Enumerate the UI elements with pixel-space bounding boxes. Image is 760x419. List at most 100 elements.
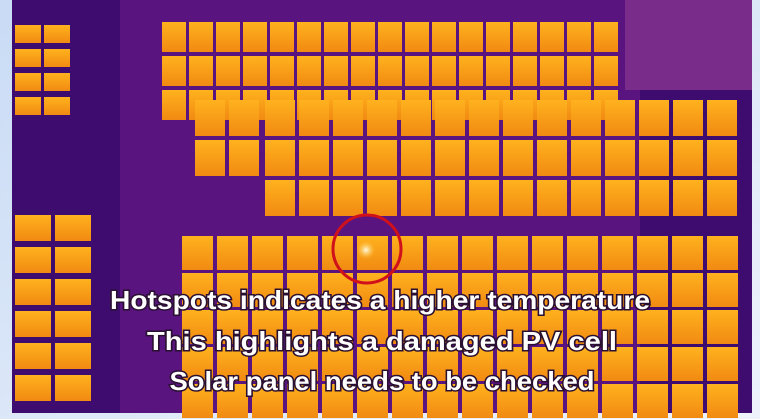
solar-panel — [602, 236, 633, 270]
solar-panel — [229, 100, 259, 136]
solar-panel — [571, 100, 601, 136]
solar-panel — [673, 180, 703, 216]
solar-panel — [594, 56, 618, 86]
solar-panel — [195, 140, 225, 176]
solar-panel — [270, 22, 294, 52]
solar-panel — [537, 100, 567, 136]
solar-panel — [162, 56, 186, 86]
solar-panel — [297, 56, 321, 86]
solar-panel — [44, 97, 70, 115]
solar-panel — [216, 56, 240, 86]
solar-panel — [639, 180, 669, 216]
solar-panel — [537, 140, 567, 176]
solar-panel — [605, 100, 635, 136]
solar-panel — [44, 73, 70, 91]
solar-panel — [469, 140, 499, 176]
solar-panel — [15, 343, 51, 369]
solar-panel — [435, 180, 465, 216]
solar-panel — [252, 236, 283, 270]
solar-panel — [15, 25, 41, 43]
solar-panel — [162, 90, 186, 120]
solar-panel — [673, 100, 703, 136]
page: Hotspots indicates a higher temperature … — [0, 0, 760, 419]
solar-panel — [639, 140, 669, 176]
solar-panel — [367, 140, 397, 176]
solar-panel — [432, 56, 456, 86]
solar-panel — [297, 22, 321, 52]
solar-panel — [605, 140, 635, 176]
solar-panel — [513, 56, 537, 86]
solar-panel — [44, 49, 70, 67]
solar-panel — [55, 343, 91, 369]
caption-line: This highlights a damaged PV cell — [147, 326, 617, 356]
solar-panel — [497, 236, 528, 270]
solar-panel — [459, 56, 483, 86]
solar-panel — [243, 56, 267, 86]
solar-panel — [287, 236, 318, 270]
solar-panel — [401, 140, 431, 176]
solar-panel — [401, 180, 431, 216]
solar-panel — [707, 180, 737, 216]
solar-panel — [503, 180, 533, 216]
solar-panel — [469, 180, 499, 216]
solar-panel — [15, 49, 41, 67]
solar-panel — [15, 73, 41, 91]
solar-panel — [333, 140, 363, 176]
solar-panel — [55, 311, 91, 337]
solar-panel — [15, 311, 51, 337]
solar-panel — [265, 140, 295, 176]
solar-panel — [462, 236, 493, 270]
solar-panel — [513, 22, 537, 52]
solar-panel — [351, 56, 375, 86]
solar-panel — [672, 347, 703, 381]
solar-panel — [637, 236, 668, 270]
solar-panel — [567, 236, 598, 270]
solar-panel — [405, 22, 429, 52]
solar-panel — [605, 180, 635, 216]
solar-panel — [189, 56, 213, 86]
solar-panel — [707, 236, 738, 270]
solar-panel — [707, 384, 738, 418]
solar-panel — [15, 375, 51, 401]
solar-panel — [55, 279, 91, 305]
solar-panel — [229, 140, 259, 176]
solar-panel — [243, 22, 267, 52]
solar-panel — [707, 273, 738, 307]
solar-panel — [324, 22, 348, 52]
solar-panel — [637, 347, 668, 381]
solar-panel — [459, 22, 483, 52]
solar-panel — [707, 347, 738, 381]
solar-panel — [567, 56, 591, 86]
solar-panel — [532, 236, 563, 270]
solar-panel — [602, 384, 633, 418]
solar-panel — [55, 247, 91, 273]
solar-panel — [707, 310, 738, 344]
solar-panel — [15, 215, 51, 241]
solar-panel — [594, 22, 618, 52]
solar-panel — [44, 25, 70, 43]
solar-panel — [427, 236, 458, 270]
solar-panel — [299, 100, 329, 136]
solar-panel — [15, 97, 41, 115]
solar-panel — [405, 56, 429, 86]
solar-panel — [540, 56, 564, 86]
solar-panel — [299, 180, 329, 216]
solar-panel — [270, 56, 294, 86]
solar-panel — [15, 247, 51, 273]
solar-panel — [672, 273, 703, 307]
caption-line: Hotspots indicates a higher temperature — [110, 285, 650, 315]
solar-panel — [673, 140, 703, 176]
solar-panel — [571, 140, 601, 176]
solar-panel — [435, 100, 465, 136]
solar-panel — [162, 22, 186, 52]
solar-panel — [55, 215, 91, 241]
solar-panel — [182, 236, 213, 270]
solar-panel — [637, 384, 668, 418]
solar-panel — [401, 100, 431, 136]
solar-panel — [351, 22, 375, 52]
solar-panel — [567, 22, 591, 52]
solar-panel — [432, 22, 456, 52]
solar-panel — [503, 100, 533, 136]
solar-panel — [672, 384, 703, 418]
solar-panel — [707, 140, 737, 176]
